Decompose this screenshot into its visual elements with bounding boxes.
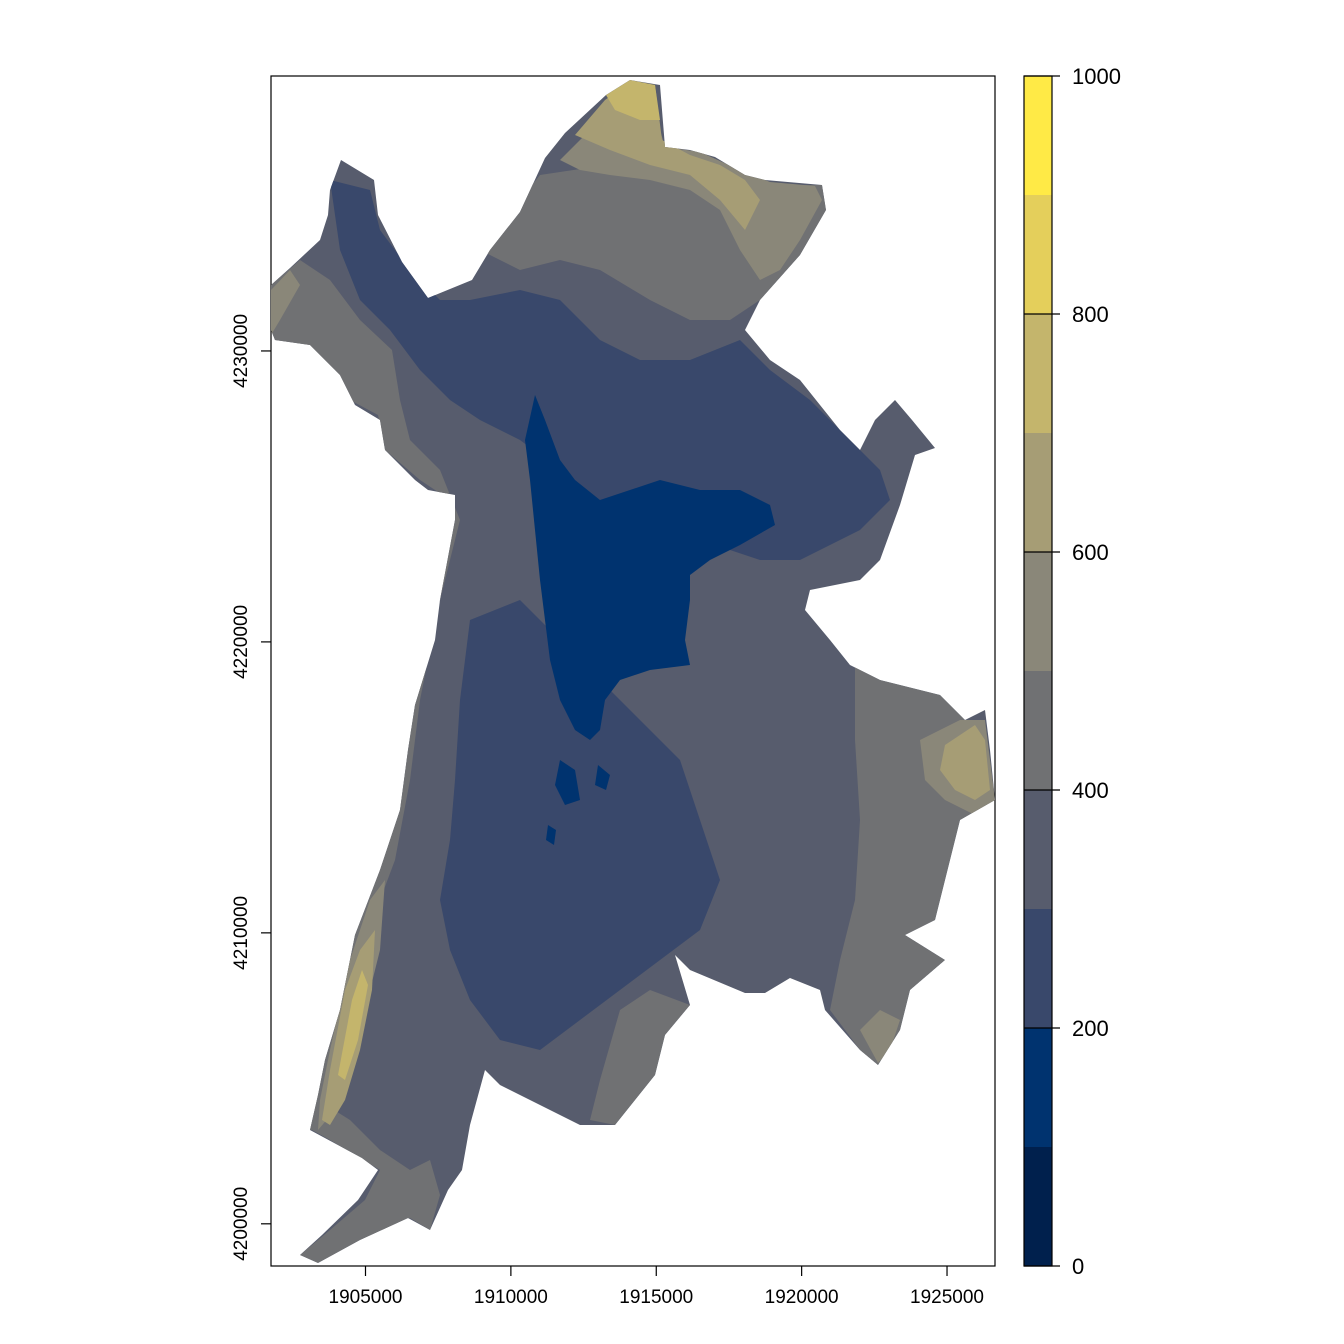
x-tick-label: 1920000 — [765, 1287, 839, 1308]
y-tick-label: 4200000 — [231, 1187, 252, 1261]
x-axis: 1905000 1910000 1915000 1920000 1925000 — [329, 1266, 984, 1308]
y-tick-label: 4230000 — [231, 314, 252, 388]
legend-swatch — [1024, 195, 1052, 314]
legend-swatch — [1024, 1147, 1052, 1266]
legend-swatch — [1024, 552, 1052, 671]
legend-swatch — [1024, 433, 1052, 552]
legend-tick-label: 800 — [1072, 302, 1109, 327]
legend-swatch — [1024, 909, 1052, 1028]
x-tick-label: 1910000 — [474, 1287, 548, 1308]
raster-band-top-north — [575, 82, 760, 230]
raster-band-midlow-valley-south — [440, 600, 720, 1050]
legend-tick-label: 0 — [1072, 1254, 1084, 1279]
legend-tick-label: 600 — [1072, 540, 1109, 565]
x-tick-label: 1925000 — [910, 1287, 984, 1308]
legend-colorbar: 0 200 400 600 800 1000 — [1023, 64, 1121, 1279]
legend-swatch — [1024, 76, 1052, 195]
y-axis: 4200000 4210000 4220000 4230000 — [231, 314, 271, 1261]
raster-band-midlow-valley-north — [330, 180, 890, 560]
legend-swatch — [1024, 1028, 1052, 1147]
raster-band-top-east — [940, 725, 990, 800]
x-tick-label: 1915000 — [619, 1287, 693, 1308]
raster-band-top-peak — [606, 80, 660, 120]
raster-band-high-southcentral — [590, 990, 690, 1125]
legend-tick-label: 200 — [1072, 1016, 1109, 1041]
y-tick-label: 4210000 — [231, 896, 252, 970]
raster-band-low-patch-1 — [555, 760, 580, 805]
x-tick-label: 1905000 — [329, 1287, 403, 1308]
plot-frame — [270, 75, 996, 1267]
elevation-raster — [271, 80, 995, 1263]
raster-band-higher-west — [271, 270, 300, 335]
raster-band-low-basin — [525, 395, 775, 740]
raster-band-low-patch-2 — [595, 765, 610, 790]
raster-band-low-patch-3 — [546, 825, 556, 845]
legend-swatch — [1024, 671, 1052, 790]
legend-tick-label: 400 — [1072, 778, 1109, 803]
raster-band-high-southwest — [300, 1100, 440, 1263]
legend-swatch — [1024, 314, 1052, 433]
raster-band-top-southwest-core — [338, 970, 368, 1080]
legend-tick-label: 1000 — [1072, 64, 1121, 89]
y-tick-label: 4220000 — [231, 605, 252, 679]
legend-swatch — [1024, 790, 1052, 909]
